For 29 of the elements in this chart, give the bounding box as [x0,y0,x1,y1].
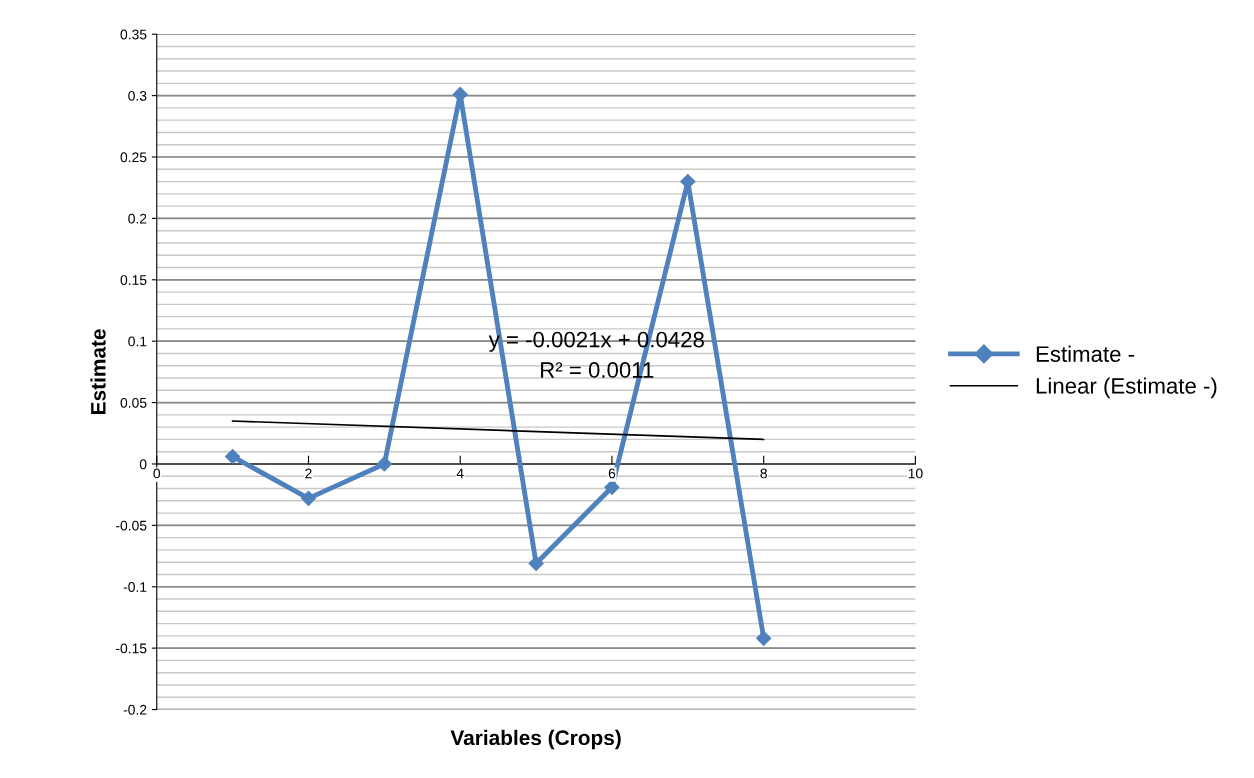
legend-label: Linear (Estimate -) [1036,377,1217,399]
y-tick-label: 0 [139,459,147,470]
y-axis-title: Estimate [90,329,106,414]
y-tick-label: 0.05 [120,397,147,408]
x-tick-label: 10 [908,468,923,479]
x-tick-label: 8 [760,468,767,479]
y-tick-label: 0.25 [120,152,147,163]
y-tick-label: -0.1 [123,582,147,592]
point [376,456,392,472]
x-axis-title: Variables (Crops) [450,729,621,750]
y-tick-label: 0.3 [128,90,147,101]
x-tick-label: 6 [608,468,616,479]
y-tick-label: -0.15 [115,643,147,654]
point [225,449,241,465]
point [604,479,620,495]
x-tick-label: 2 [305,468,312,479]
y-tick-label: 0.15 [120,275,147,285]
point [452,86,468,102]
y-tick-label: 0.1 [128,336,147,347]
point [528,555,544,571]
x-tick-label: 0 [153,468,161,479]
x-tick-label: 4 [456,468,464,479]
point [300,490,317,506]
y-tick-label: 0.2 [128,213,147,224]
point [756,630,772,646]
legend-label: Estimate - [1036,345,1135,362]
y-tick-label: -0.2 [123,704,147,715]
y-tick-label: 0.35 [120,29,147,40]
y-tick-label: -0.05 [115,520,147,531]
